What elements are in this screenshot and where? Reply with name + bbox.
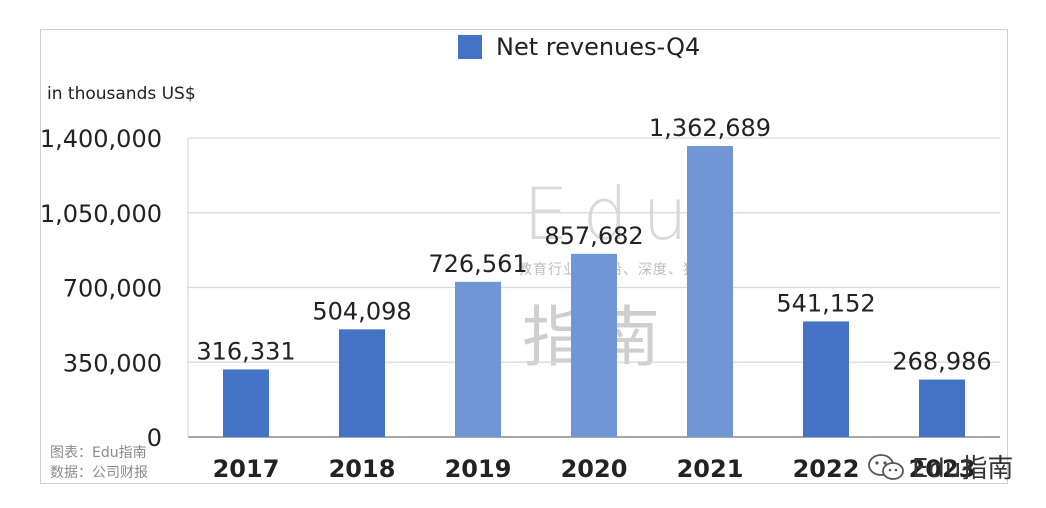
badge-text: Edu指南 [912, 454, 1014, 484]
bar [687, 145, 733, 437]
bar [919, 379, 965, 437]
data-label: 268,986 [892, 348, 991, 376]
x-tick-label: 2022 [793, 455, 860, 483]
x-tick-label: 2018 [329, 455, 396, 483]
y-tick-label: 700,000 [63, 275, 162, 303]
legend-swatch [458, 35, 482, 59]
y-tick-label: 1,400,000 [40, 125, 162, 153]
data-label: 504,098 [312, 297, 411, 325]
data-source: 数据：公司财报 [50, 465, 148, 481]
data-label: 541,152 [776, 289, 875, 317]
x-tick-label: 2021 [677, 455, 744, 483]
data-label: 726,561 [428, 250, 527, 278]
bar [223, 369, 269, 437]
bar [455, 281, 501, 437]
y-tick-label: 0 [147, 424, 162, 452]
bar [339, 329, 385, 437]
wechat-icon [868, 453, 904, 480]
data-label: 1,362,689 [649, 114, 771, 142]
x-tick-label: 2017 [213, 455, 280, 483]
watermark-edu-text: Edu [523, 172, 702, 256]
legend-label: Net revenues-Q4 [496, 33, 701, 61]
chart-frame [40, 29, 1008, 484]
x-tick-label: 2023 [909, 455, 976, 483]
x-tick-label: 2019 [445, 455, 512, 483]
x-tick-label: 2020 [561, 455, 628, 483]
chart-legend: Net revenues-Q4 [458, 33, 700, 61]
data-label: 316,331 [196, 337, 295, 365]
chart-credit: 图表：Edu指南 [50, 445, 147, 461]
data-label: 857,682 [544, 222, 643, 250]
y-tick-label: 350,000 [63, 349, 162, 377]
source-note: 图表：Edu指南 数据：公司财报 [50, 443, 148, 483]
y-tick-label: 1,050,000 [40, 200, 162, 228]
y-axis-unit-label: in thousands US$ [47, 84, 196, 104]
bar [571, 253, 617, 437]
wechat-badge: Edu指南 [866, 448, 1013, 485]
bar [803, 321, 849, 437]
